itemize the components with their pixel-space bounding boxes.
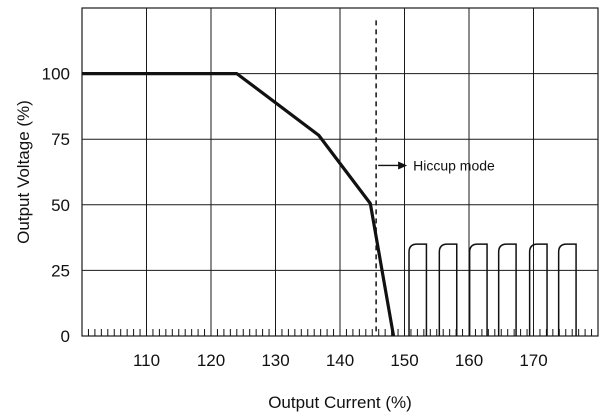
y-tick-label: 50	[51, 196, 70, 215]
x-tick-label: 150	[390, 351, 418, 370]
y-tick-label: 25	[51, 261, 70, 280]
hiccup-pulse	[408, 243, 428, 336]
tick-labels: 110 120 130 140 150 160 170 0 25 50 75 100	[42, 65, 548, 370]
hiccup-pulse	[528, 243, 548, 336]
x-tick-label: 140	[326, 351, 354, 370]
y-tick-label: 100	[42, 65, 70, 84]
annotation-arrowhead	[398, 161, 408, 170]
hiccup-pulse	[557, 243, 577, 336]
series-layer	[82, 71, 396, 337]
y-axis-title: Output Voltage (%)	[14, 100, 33, 244]
grid-layer	[82, 8, 598, 336]
y-tick-label: 0	[61, 327, 70, 346]
hiccup-pulse	[497, 243, 517, 336]
x-axis-title: Output Current (%)	[268, 393, 412, 412]
x-tick-label: 130	[261, 351, 289, 370]
x-tick-label: 120	[197, 351, 225, 370]
hiccup-pulse	[468, 243, 488, 336]
x-tick-label: 160	[455, 351, 483, 370]
y-tick-label: 75	[51, 130, 70, 149]
annotation-label: Hiccup mode	[413, 157, 495, 173]
x-tick-label: 170	[519, 351, 547, 370]
hiccup-pulses	[408, 243, 577, 336]
annotation-layer: Hiccup mode	[375, 20, 495, 336]
voltage-curve	[82, 71, 396, 337]
hiccup-pulse	[438, 243, 458, 336]
x-tick-label: 110	[133, 351, 160, 370]
